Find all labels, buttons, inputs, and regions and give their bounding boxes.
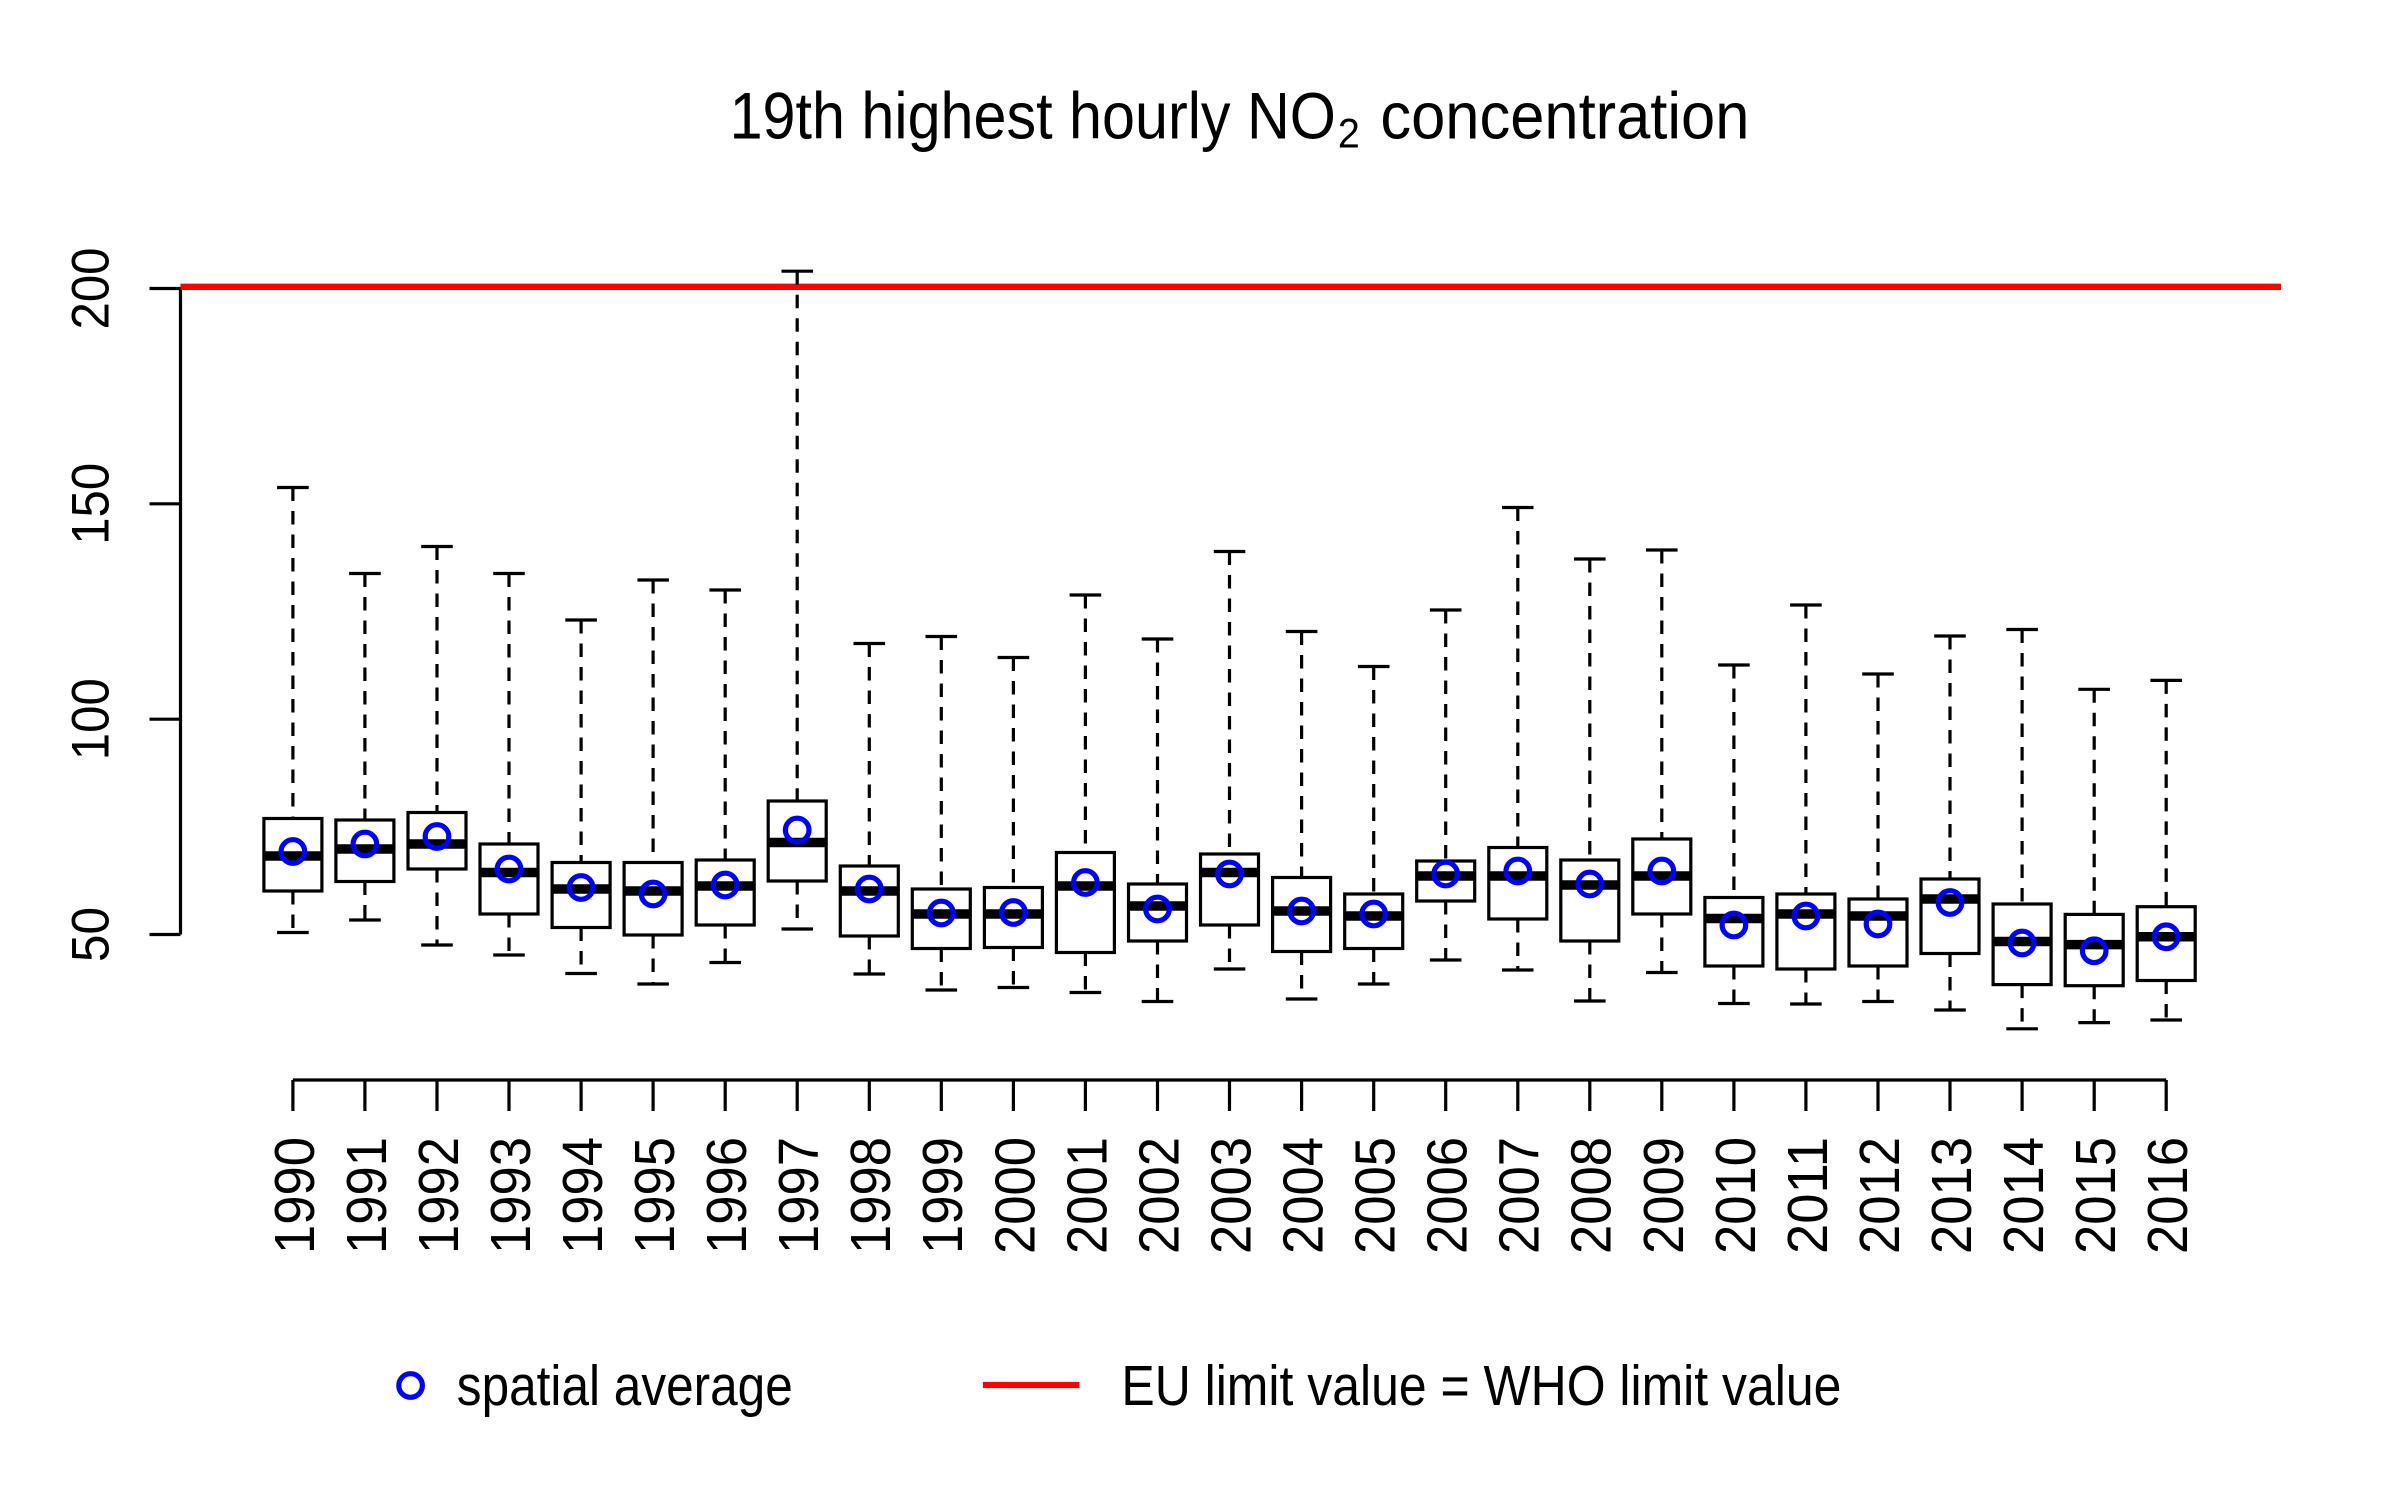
svg-text:spatial average: spatial average xyxy=(457,1354,793,1418)
svg-text:100: 100 xyxy=(61,678,120,760)
svg-text:2003: 2003 xyxy=(1200,1137,1264,1254)
svg-text:150: 150 xyxy=(61,463,120,545)
svg-text:1996: 1996 xyxy=(695,1137,759,1254)
svg-text:2: 2 xyxy=(1338,110,1360,157)
svg-text:50: 50 xyxy=(61,907,120,962)
svg-text:2002: 2002 xyxy=(1127,1137,1191,1254)
svg-text:1998: 1998 xyxy=(839,1137,903,1254)
svg-text:1993: 1993 xyxy=(479,1137,543,1254)
svg-text:2015: 2015 xyxy=(2064,1137,2128,1254)
svg-text:EU limit value = WHO limit val: EU limit value = WHO limit value xyxy=(1121,1354,1841,1418)
svg-text:2001: 2001 xyxy=(1055,1137,1119,1254)
svg-text:2010: 2010 xyxy=(1704,1137,1768,1254)
svg-text:200: 200 xyxy=(61,248,120,330)
svg-text:2005: 2005 xyxy=(1344,1137,1408,1254)
svg-text:1992: 1992 xyxy=(407,1137,471,1254)
svg-text:1990: 1990 xyxy=(263,1137,327,1254)
svg-text:1997: 1997 xyxy=(767,1137,831,1254)
svg-text:2016: 2016 xyxy=(2136,1137,2200,1254)
svg-text:1999: 1999 xyxy=(911,1137,975,1254)
svg-text:2006: 2006 xyxy=(1416,1137,1480,1254)
svg-text:1994: 1994 xyxy=(551,1137,615,1254)
svg-text:19th highest hourly NO: 19th highest hourly NO xyxy=(730,79,1336,153)
svg-text:1991: 1991 xyxy=(335,1137,399,1254)
svg-text:2004: 2004 xyxy=(1272,1137,1336,1254)
svg-text:2008: 2008 xyxy=(1560,1137,1624,1254)
svg-text:2014: 2014 xyxy=(1992,1137,2056,1254)
svg-text:concentration: concentration xyxy=(1380,79,1749,153)
svg-text:1995: 1995 xyxy=(623,1137,687,1254)
svg-text:2000: 2000 xyxy=(983,1137,1047,1254)
svg-text:2012: 2012 xyxy=(1848,1137,1912,1254)
svg-text:2013: 2013 xyxy=(1920,1137,1984,1254)
svg-text:2011: 2011 xyxy=(1776,1137,1840,1254)
svg-text:2007: 2007 xyxy=(1488,1137,1552,1254)
svg-text:2009: 2009 xyxy=(1632,1137,1696,1254)
